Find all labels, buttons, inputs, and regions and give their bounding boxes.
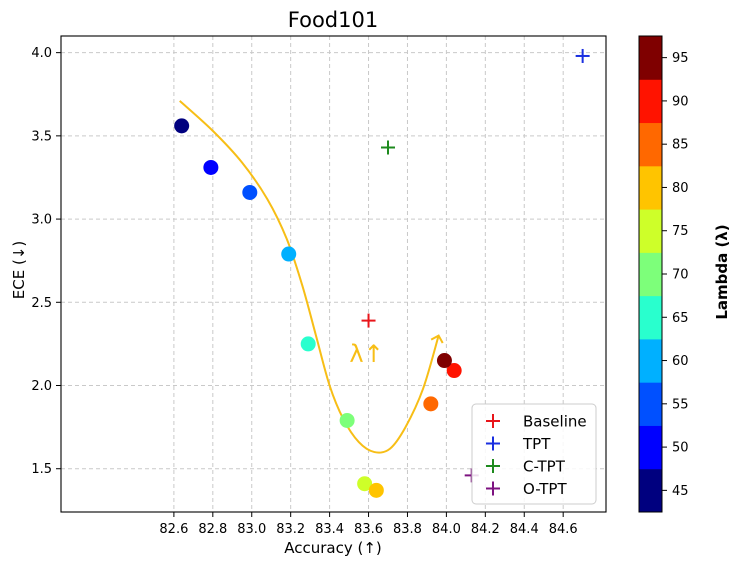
y-axis-ticks: 1.5 2.0 2.5 3.0 3.5 4.0	[31, 46, 61, 477]
legend-box	[471, 403, 597, 505]
colorbar-label: Lambda (λ)	[713, 224, 731, 319]
colorbar-tick-label: 45	[672, 484, 689, 499]
data-point-lambda-60	[281, 246, 297, 262]
trend-curve-group	[179, 100, 444, 454]
y-tick-label: 2.5	[31, 296, 52, 311]
grid	[61, 36, 606, 512]
y-tick-label: 1.5	[31, 462, 52, 477]
colorbar-segment-80	[639, 165, 662, 210]
x-tick-label: 83.0	[237, 522, 266, 537]
x-tick-label: 84.4	[510, 522, 539, 537]
colorbar-segment-55	[639, 382, 662, 426]
x-axis-ticks: 82.6 82.8 83.0 83.2 83.4 83.6 83.8 84.0 84.2 84.4…	[159, 512, 578, 537]
colorbar-tick-label: 55	[672, 397, 689, 412]
data-point-lambda-65	[300, 336, 316, 352]
legend-label-c-tpt: C-TPT	[523, 458, 566, 476]
colorbar-segment-50	[639, 425, 662, 470]
data-point-lambda-90	[446, 363, 462, 379]
colorbar-segment-70	[639, 252, 662, 297]
colorbar-tick-label: 65	[672, 311, 689, 326]
data-points	[174, 118, 462, 498]
colorbar-segment-45	[639, 468, 662, 513]
x-tick-label: 83.8	[393, 522, 422, 537]
x-tick-label: 83.6	[354, 522, 383, 537]
colorbar-segment-85	[639, 122, 662, 167]
data-point-lambda-95	[436, 353, 452, 369]
colorbar-tick-label: 75	[672, 224, 689, 239]
colorbar-segment-60	[639, 338, 662, 383]
x-tick-label: 83.4	[315, 522, 344, 537]
colorbar-tick-label: 80	[672, 181, 689, 196]
lambda-annotation: λ↑	[349, 340, 383, 368]
colorbar-tick-label: 95	[672, 51, 689, 66]
colorbar-tick-label: 60	[672, 354, 689, 369]
legend-marker-c-tpt	[486, 459, 500, 473]
colorbar-tick-label: 90	[672, 94, 689, 109]
colorbar-segment-90	[639, 79, 662, 124]
y-tick-label: 3.5	[31, 129, 52, 144]
data-point-lambda-80	[368, 482, 384, 498]
colorbar-segment-95	[639, 36, 662, 80]
y-axis-label: ECE (↓)	[10, 241, 28, 299]
legend-marker-baseline	[486, 414, 500, 428]
plot-frame	[60, 35, 607, 513]
x-axis-label: Accuracy (↑)	[284, 539, 382, 557]
x-tick-label: 84.0	[432, 522, 461, 537]
x-tick-label: 82.6	[159, 522, 188, 537]
x-tick-label: 84.6	[549, 522, 578, 537]
x-tick-label: 82.8	[198, 522, 227, 537]
data-point-lambda-85	[423, 396, 439, 412]
legend-label-baseline: Baseline	[523, 413, 587, 431]
colorbar-segment-65	[639, 295, 662, 340]
y-tick-label: 4.0	[31, 46, 52, 61]
trend-curve	[179, 100, 444, 454]
method-marker-tpt	[575, 48, 590, 63]
colorbar: 45 50 55 60 65 70 75 80 85 90 95	[638, 35, 689, 513]
method-marker-c-tpt	[381, 140, 395, 155]
y-tick-label: 2.0	[31, 379, 52, 394]
data-point-lambda-45	[174, 118, 190, 134]
data-point-lambda-75	[357, 476, 373, 492]
colorbar-segment-75	[639, 209, 662, 253]
colorbar-tick-label: 50	[672, 441, 689, 456]
data-point-lambda-50	[203, 159, 219, 175]
legend-marker-tpt	[486, 436, 500, 451]
y-tick-label: 3.0	[31, 213, 52, 228]
x-tick-label: 84.2	[471, 522, 500, 537]
x-tick-label: 83.2	[276, 522, 305, 537]
method-marker-baseline	[361, 313, 376, 328]
chart-title: Food101	[288, 8, 378, 32]
colorbar-tick-label: 70	[672, 268, 689, 283]
data-point-lambda-55	[242, 184, 258, 200]
legend-label-o-tpt: O-TPT	[523, 480, 567, 498]
legend: Baseline TPT C-TPT O-TPT	[471, 403, 597, 505]
legend-label-tpt: TPT	[522, 435, 551, 453]
legend-marker-o-tpt	[486, 481, 500, 496]
data-point-lambda-70	[339, 412, 355, 428]
colorbar-tick-label: 85	[672, 138, 689, 153]
